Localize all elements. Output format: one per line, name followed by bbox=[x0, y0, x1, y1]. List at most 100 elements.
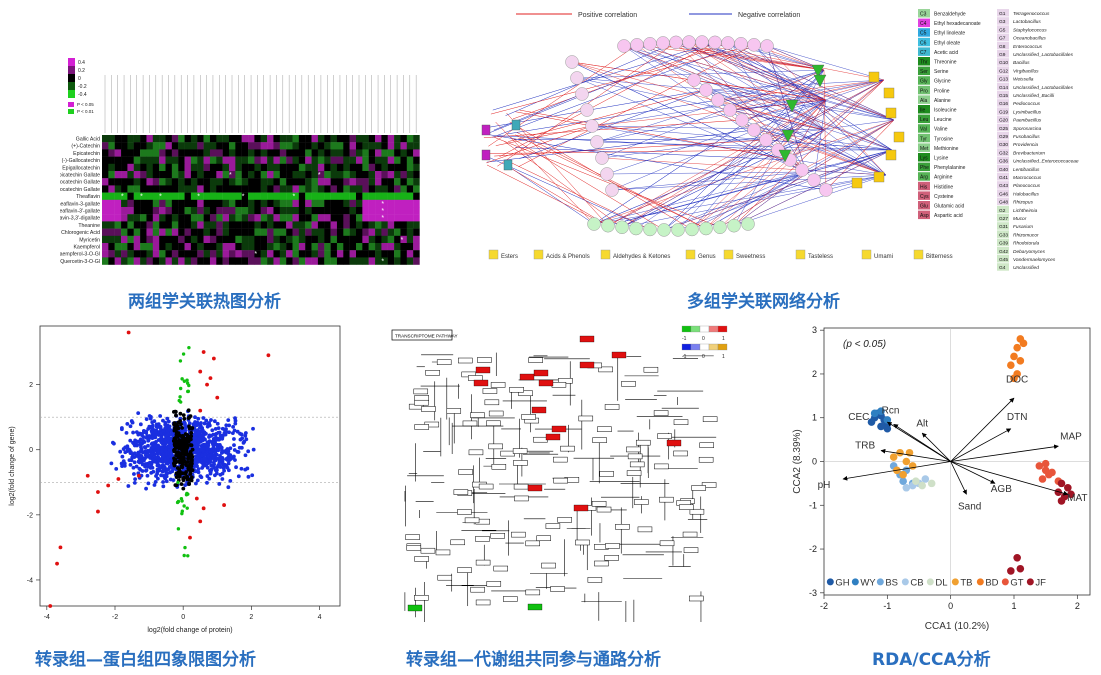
legend-dot bbox=[926, 578, 934, 586]
heatmap-cell bbox=[171, 221, 179, 229]
arrow-doc bbox=[950, 397, 1015, 462]
sample-point-jf bbox=[1064, 483, 1072, 492]
legend-label: WY bbox=[860, 577, 876, 588]
y-tick-label: -1 bbox=[809, 500, 817, 510]
heatmap-cell bbox=[152, 235, 160, 244]
scatter-point-red bbox=[205, 382, 209, 387]
heatmap-cell bbox=[400, 142, 407, 150]
heatmap-cell bbox=[343, 135, 350, 143]
heatmap-cell bbox=[330, 149, 338, 157]
heatmap-cell bbox=[216, 214, 223, 222]
compound-name: Threonine bbox=[934, 60, 957, 66]
heatmap-cell bbox=[140, 178, 147, 186]
scatter-point-blue bbox=[204, 431, 208, 436]
sample-point-tb bbox=[908, 462, 917, 470]
heatmap-cell bbox=[273, 142, 280, 150]
scatter-point-blue bbox=[139, 445, 143, 449]
heatmap-cell bbox=[292, 228, 300, 236]
heatmap-cell bbox=[209, 192, 217, 200]
heatmap-cell bbox=[400, 228, 407, 236]
network-edge bbox=[636, 44, 827, 101]
heatmap-cell bbox=[336, 199, 344, 208]
scatter-point-black bbox=[186, 456, 190, 461]
heatmap-cell bbox=[102, 171, 109, 179]
heatmap-cell bbox=[184, 250, 192, 258]
heatmap-cell bbox=[178, 149, 185, 157]
arrow-rcn bbox=[893, 423, 951, 462]
heatmap-cell bbox=[197, 257, 204, 265]
scatter-point-green bbox=[177, 398, 181, 403]
heatmap-cell bbox=[235, 228, 242, 236]
heatmap-cell bbox=[406, 178, 414, 186]
scatter-point-green bbox=[187, 345, 191, 350]
heatmap-cell bbox=[311, 192, 319, 200]
heatmap-cell bbox=[400, 257, 407, 265]
genus-node bbox=[711, 93, 725, 107]
heatmap-cell bbox=[121, 135, 128, 143]
heatmap-cell bbox=[286, 156, 293, 164]
heatmap-cell bbox=[146, 235, 153, 244]
heatmap-cell bbox=[298, 142, 306, 150]
heatmap-cell bbox=[305, 135, 312, 143]
heatmap-cell bbox=[190, 257, 198, 265]
heatmap-cell bbox=[222, 142, 230, 150]
heatmap-cell bbox=[102, 199, 109, 208]
heatmap-cell bbox=[216, 149, 223, 157]
pathway-node bbox=[468, 375, 483, 381]
heatmap-cell bbox=[330, 235, 338, 244]
scatter-point-blue bbox=[224, 423, 229, 428]
scatter-point-red bbox=[215, 395, 220, 400]
heatmap-cell bbox=[279, 250, 287, 258]
heatmap-cell bbox=[387, 199, 395, 208]
scatter-point-blue bbox=[144, 435, 149, 440]
scatter-point-blue bbox=[114, 467, 119, 471]
heatmap-cell bbox=[356, 207, 363, 215]
heatmap-cell bbox=[292, 192, 300, 200]
compound-code-cell bbox=[918, 162, 930, 172]
sample-point-jf bbox=[1057, 497, 1066, 505]
heatmap-cell bbox=[152, 171, 160, 179]
legend-tick: -1 bbox=[682, 354, 687, 360]
pathway-node bbox=[503, 596, 518, 602]
scatter-point-blue bbox=[153, 455, 158, 460]
scatter-point-blue bbox=[195, 456, 200, 460]
heatmap-cell bbox=[197, 135, 204, 143]
pathway-node bbox=[421, 406, 436, 412]
heatmap-cell bbox=[279, 156, 287, 164]
y-axis-title: CCA2 (8.39%) bbox=[792, 429, 803, 493]
heatmap-row-label: Epicatechin bbox=[73, 151, 100, 157]
heatmap-cell bbox=[400, 178, 407, 186]
heatmap-cell bbox=[209, 149, 217, 157]
heatmap-cell bbox=[203, 257, 211, 265]
heatmap-cell bbox=[305, 192, 312, 200]
rda-panel: -2 -1 0 1 2 3 2 1 0 -1 -2 -3 CCA1 (10.2%) CCA2 (8.39%… bbox=[780, 320, 1100, 635]
scatter-point-black bbox=[187, 482, 192, 487]
genus-name: Unclassified_Enterococcaceae bbox=[1013, 159, 1079, 165]
heatmap-cell bbox=[140, 149, 147, 157]
heatmap-cell bbox=[311, 214, 319, 222]
heatmap-cell bbox=[381, 163, 388, 172]
heatmap-cell bbox=[349, 171, 357, 179]
arrow-ph bbox=[842, 461, 951, 481]
heatmap-cell bbox=[209, 221, 217, 229]
heatmap-cell bbox=[324, 163, 331, 172]
heatmap-cell bbox=[343, 243, 350, 251]
heatmap-cell bbox=[140, 171, 147, 179]
heatmap-cell bbox=[330, 163, 338, 172]
scatter-point-blue bbox=[152, 483, 157, 487]
heatmap-cell bbox=[394, 142, 401, 150]
scatter-point-blue bbox=[154, 439, 158, 444]
heatmap-cell bbox=[235, 221, 242, 229]
heatmap-cell bbox=[184, 171, 192, 179]
heatmap-cell bbox=[203, 142, 211, 150]
taste-node bbox=[883, 87, 895, 99]
heatmap-cell bbox=[190, 207, 198, 215]
genus-name: Pediococcus bbox=[1013, 101, 1041, 107]
genus-node bbox=[734, 37, 748, 51]
genus-code-cell bbox=[997, 82, 1009, 91]
genus-code: G40 bbox=[999, 167, 1008, 173]
heatmap-cell bbox=[203, 149, 211, 157]
heatmap-cell bbox=[356, 142, 363, 150]
heatmap-cell bbox=[216, 257, 223, 265]
genus-code: G12 bbox=[999, 68, 1008, 74]
